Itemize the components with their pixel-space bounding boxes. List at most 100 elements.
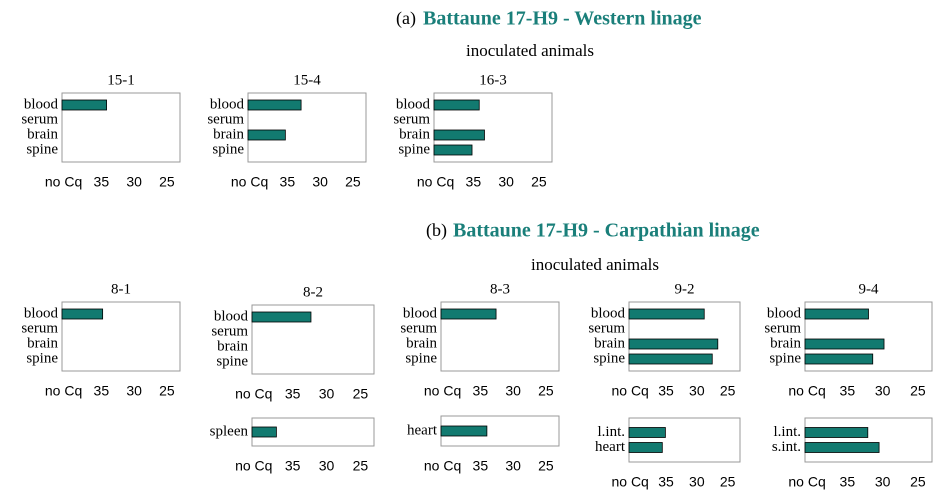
bar [433, 129, 485, 141]
category-label: brain [213, 126, 244, 142]
x-tick-label: no Cq [235, 458, 272, 474]
x-tick-label: 25 [538, 458, 554, 474]
category-label: serum [21, 111, 58, 127]
x-tick-label: 25 [353, 458, 369, 474]
x-tick-label: 35 [840, 383, 856, 399]
x-tick-label: 35 [473, 458, 489, 474]
category-label: serum [400, 320, 437, 336]
category-label: serum [211, 323, 248, 339]
panel-frame [440, 301, 560, 372]
x-tick-label: 35 [280, 174, 296, 190]
section-title: Battaune 17-H9 - Carpathian linage [453, 220, 760, 242]
panel-frame [433, 92, 553, 163]
x-tick-label: no Cq [235, 386, 272, 402]
category-label: brain [594, 335, 625, 351]
panel-title: 8-2 [303, 284, 323, 300]
x-tick-label: no Cq [45, 174, 82, 190]
x-tick-label: 30 [319, 458, 335, 474]
x-tick-label: 35 [473, 383, 489, 399]
category-label: serum [588, 320, 625, 336]
category-label: spine [593, 350, 625, 366]
x-tick-label: no Cq [424, 383, 461, 399]
bar [804, 338, 885, 350]
x-tick-label: 30 [505, 383, 521, 399]
x-tick-label: 30 [126, 383, 142, 399]
category-label: spine [216, 353, 248, 369]
category-label: l.int. [773, 424, 801, 440]
x-tick-label: 25 [910, 383, 926, 399]
section-label: (a) [396, 8, 416, 29]
x-tick-label: 35 [658, 474, 674, 490]
panel-frame [251, 304, 375, 375]
panel-frame [61, 301, 181, 372]
panel-frame [628, 301, 741, 372]
section-title: Battaune 17-H9 - Western linage [423, 8, 702, 30]
x-tick-label: 25 [538, 383, 554, 399]
x-tick-label: 35 [466, 174, 482, 190]
bar [440, 425, 488, 437]
x-tick-label: 25 [531, 174, 547, 190]
x-tick-label: 30 [875, 383, 891, 399]
x-tick-label: 30 [319, 386, 335, 402]
x-tick-label: 25 [159, 383, 175, 399]
x-tick-label: 25 [159, 174, 175, 190]
category-label: heart [407, 422, 438, 438]
category-label: l.int. [597, 424, 625, 440]
panel-frame [61, 92, 181, 163]
x-tick-label: 25 [345, 174, 361, 190]
category-label: serum [207, 111, 244, 127]
bar [433, 144, 473, 156]
x-tick-label: 25 [720, 383, 736, 399]
category-label: spine [398, 141, 430, 157]
category-label: blood [396, 96, 431, 112]
x-tick-label: 30 [312, 174, 328, 190]
category-label: brain [399, 126, 430, 142]
x-tick-label: 35 [285, 386, 301, 402]
category-label: heart [595, 439, 626, 455]
bar [440, 308, 497, 320]
x-tick-label: 25 [353, 386, 369, 402]
category-label: blood [591, 305, 626, 321]
panel-title: 16-3 [479, 72, 507, 88]
panel-frame [628, 417, 741, 463]
category-label: spine [405, 350, 437, 366]
x-tick-label: 30 [505, 458, 521, 474]
category-label: s.int. [772, 439, 801, 455]
bar [251, 311, 312, 323]
panel-frame [247, 92, 367, 163]
bar [61, 308, 104, 320]
panel-title: 9-2 [675, 281, 695, 297]
panel-title: 8-3 [490, 281, 510, 297]
category-label: blood [24, 96, 59, 112]
section-label: (b) [426, 220, 447, 241]
x-tick-label: 35 [840, 474, 856, 490]
x-tick-label: no Cq [611, 383, 648, 399]
x-tick-label: 30 [689, 383, 705, 399]
category-label: spine [212, 141, 244, 157]
bar [433, 99, 480, 111]
x-tick-label: 30 [126, 174, 142, 190]
bar [628, 427, 666, 438]
bar [247, 99, 302, 111]
section-subtitle: inoculated animals [531, 255, 659, 274]
bar [247, 129, 286, 141]
bar [628, 442, 663, 453]
x-tick-label: 25 [720, 474, 736, 490]
x-tick-label: 30 [498, 174, 514, 190]
category-label: serum [21, 320, 58, 336]
panel-frame [804, 417, 933, 463]
category-label: blood [214, 308, 249, 324]
x-tick-label: no Cq [417, 174, 454, 190]
category-label: serum [393, 111, 430, 127]
x-tick-label: 35 [285, 458, 301, 474]
x-tick-label: no Cq [611, 474, 648, 490]
panel-title: 15-4 [293, 72, 321, 88]
panel-title: 8-1 [111, 281, 131, 297]
x-tick-label: 30 [875, 474, 891, 490]
bar [628, 338, 719, 350]
category-label: spine [26, 350, 58, 366]
category-label: blood [210, 96, 245, 112]
section-subtitle: inoculated animals [466, 41, 594, 60]
x-tick-label: no Cq [231, 174, 268, 190]
